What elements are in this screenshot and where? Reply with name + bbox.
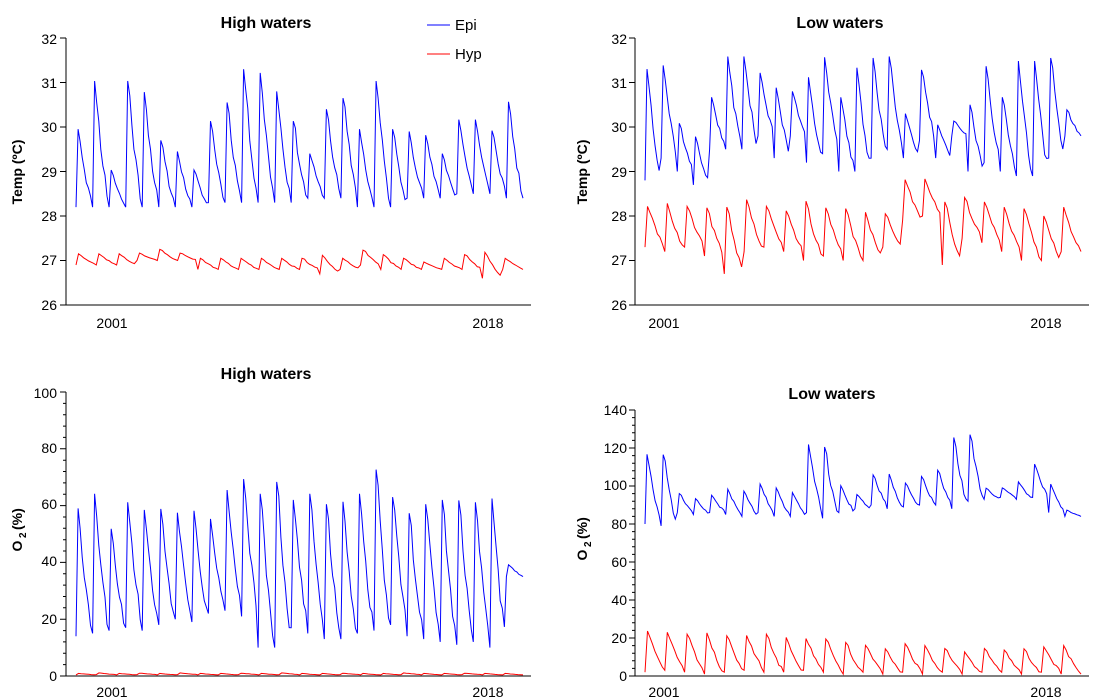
y-axis-label: O 2 (%): [574, 517, 594, 560]
y-tick-labels: 32 31 30 29 28 27 26: [41, 31, 57, 313]
y-tick-label: 29: [611, 164, 627, 180]
y-tick-label: 28: [611, 208, 627, 224]
y-tick-label: 27: [41, 252, 57, 268]
series-line-hyp: [644, 178, 1082, 274]
y-tick-label: 80: [41, 440, 57, 456]
x-tick-label: 2001: [96, 684, 127, 700]
chart-title: Low waters: [796, 15, 883, 32]
x-tick-label: 2001: [648, 684, 679, 700]
y-tick-label: 26: [41, 297, 57, 313]
y-tick-label: 30: [41, 119, 57, 135]
series-line-hyp: [75, 672, 524, 676]
y-axis-label: Temp (ºC): [9, 140, 25, 205]
y-tick-label: 0: [619, 668, 627, 684]
y-tick-label: 120: [604, 440, 628, 456]
series-line-hyp: [644, 630, 1082, 677]
series-line-epi: [644, 434, 1082, 526]
y-tick-label: 140: [604, 402, 628, 418]
axes: [629, 37, 1089, 306]
y-tick-label: 40: [41, 553, 57, 569]
axes: [60, 391, 531, 677]
y-axis-label-subscript: 2: [18, 532, 29, 538]
x-tick-labels: 2001 2018: [648, 684, 1061, 700]
axes: [629, 409, 1089, 677]
chart-title: High waters: [221, 15, 312, 32]
chart-title: High waters: [221, 366, 312, 383]
y-tick-label: 31: [611, 75, 627, 91]
y-axis-label-unit: (%): [574, 517, 590, 539]
y-axis-label: Temp (ºC): [574, 140, 590, 205]
chart-high-waters-oxygen: High waters O 2 (%) 100 80 60 40 20 0 20…: [9, 366, 531, 700]
y-tick-labels: 140 120 100 80 60 40 20 0: [604, 402, 628, 684]
x-tick-labels: 2001 2018: [96, 684, 503, 700]
series-line-epi: [644, 56, 1082, 185]
x-tick-label: 2018: [472, 684, 503, 700]
y-tick-label: 27: [611, 252, 627, 268]
y-tick-labels: 32 31 30 29 28 27 26: [611, 31, 627, 313]
y-tick-label: 30: [611, 119, 627, 135]
y-tick-label: 20: [41, 611, 57, 627]
x-tick-label: 2018: [472, 315, 503, 331]
y-tick-label: 100: [604, 477, 628, 493]
series-line-epi: [75, 469, 524, 648]
y-tick-label: 20: [611, 630, 627, 646]
y-tick-label: 28: [41, 208, 57, 224]
y-tick-label: 40: [611, 592, 627, 608]
y-axis-label-o: O: [574, 549, 590, 560]
legend-label-epi: Epi: [455, 17, 477, 34]
y-axis-label-unit: (%): [9, 508, 25, 530]
chart-low-waters-oxygen: Low waters O 2 (%) 140 120 100 80 60 40 …: [574, 386, 1089, 700]
chart-low-waters-temp: Low waters Temp (ºC) 32 31 30 29 28 27 2…: [574, 15, 1089, 331]
y-tick-label: 60: [611, 554, 627, 570]
x-tick-labels: 2001 2018: [96, 315, 503, 331]
chart-title: Low waters: [788, 386, 875, 403]
series-line-hyp: [75, 248, 524, 279]
y-axis-label: O 2 (%): [9, 508, 29, 551]
x-tick-labels: 2001 2018: [648, 315, 1061, 331]
x-tick-label: 2001: [648, 315, 679, 331]
y-tick-label: 80: [611, 516, 627, 532]
y-tick-label: 0: [49, 668, 57, 684]
x-tick-label: 2001: [96, 315, 127, 331]
x-tick-label: 2018: [1030, 684, 1061, 700]
chart-high-waters-temp: High waters Temp (ºC) 32 31 30 29 28 27 …: [9, 15, 531, 331]
y-tick-label: 32: [611, 31, 627, 47]
y-tick-label: 26: [611, 297, 627, 313]
series-line-epi: [75, 69, 524, 208]
y-axis-label-subscript: 2: [583, 541, 594, 547]
y-tick-labels: 100 80 60 40 20 0: [34, 385, 58, 684]
y-tick-label: 32: [41, 31, 57, 47]
y-tick-label: 31: [41, 75, 57, 91]
x-tick-label: 2018: [1030, 315, 1061, 331]
axes: [60, 37, 531, 306]
legend: Epi Hyp: [427, 17, 482, 63]
y-tick-label: 100: [34, 385, 58, 401]
y-tick-label: 29: [41, 164, 57, 180]
y-axis-label-o: O: [9, 540, 25, 551]
y-tick-label: 60: [41, 496, 57, 512]
legend-label-hyp: Hyp: [455, 46, 482, 63]
